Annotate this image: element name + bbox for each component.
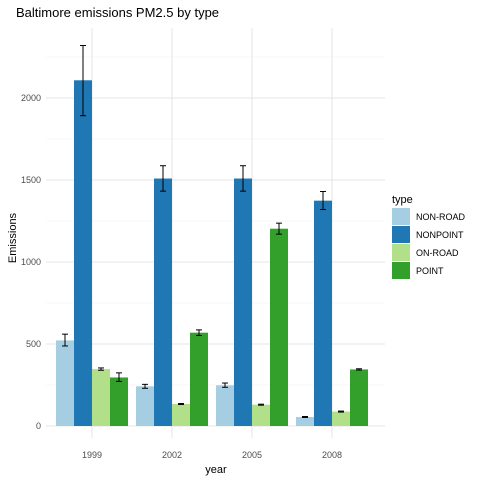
bar-on-road-2002 <box>172 404 190 426</box>
bar-non-road-1999 <box>56 340 74 426</box>
legend-key-point <box>392 262 410 279</box>
bar-on-road-1999 <box>92 369 110 426</box>
bar-nonpoint-2002 <box>154 178 172 426</box>
chart-title: Baltimore emissions PM2.5 by type <box>16 5 219 20</box>
bar-non-road-2002 <box>136 386 154 426</box>
bar-nonpoint-2008 <box>314 200 332 426</box>
legend-key-on-road <box>392 244 410 261</box>
bars <box>56 80 368 427</box>
legend-key-non-road <box>392 208 410 225</box>
x-axis-title: year <box>205 464 227 476</box>
y-tick-label: 0 <box>36 421 41 431</box>
legend-label: NONPOINT <box>416 230 464 240</box>
bar-non-road-2005 <box>216 385 234 426</box>
y-axis-ticks: 0 500 1000 1500 2000 <box>21 93 41 431</box>
x-tick-label: 2005 <box>242 450 262 460</box>
y-tick-label: 2000 <box>21 93 41 103</box>
bar-on-road-2008 <box>332 411 350 426</box>
x-tick-label: 2008 <box>322 450 342 460</box>
x-tick-label: 2002 <box>162 450 182 460</box>
x-axis-ticks: 1999 2002 2005 2008 <box>82 450 342 460</box>
bar-point-2008 <box>350 369 368 426</box>
error-bars <box>62 45 362 418</box>
bar-non-road-2008 <box>296 416 314 426</box>
bar-nonpoint-1999 <box>74 80 92 427</box>
legend-title: type <box>392 194 413 206</box>
bar-point-2005 <box>270 228 288 426</box>
x-tick-label: 1999 <box>82 450 102 460</box>
y-axis-title: Emissions <box>7 212 19 263</box>
bar-nonpoint-2005 <box>234 178 252 426</box>
legend-label: ON-ROAD <box>416 248 459 258</box>
legend-label: NON-ROAD <box>416 212 465 222</box>
bar-point-1999 <box>110 377 128 426</box>
legend: type NON-ROAD NONPOINT ON-ROAD POINT <box>392 194 465 279</box>
legend-key-nonpoint <box>392 226 410 243</box>
bar-on-road-2005 <box>252 404 270 426</box>
bar-point-2002 <box>190 332 208 426</box>
legend-label: POINT <box>416 266 444 276</box>
y-tick-label: 1500 <box>21 175 41 185</box>
y-tick-label: 500 <box>26 339 41 349</box>
y-tick-label: 1000 <box>21 257 41 267</box>
